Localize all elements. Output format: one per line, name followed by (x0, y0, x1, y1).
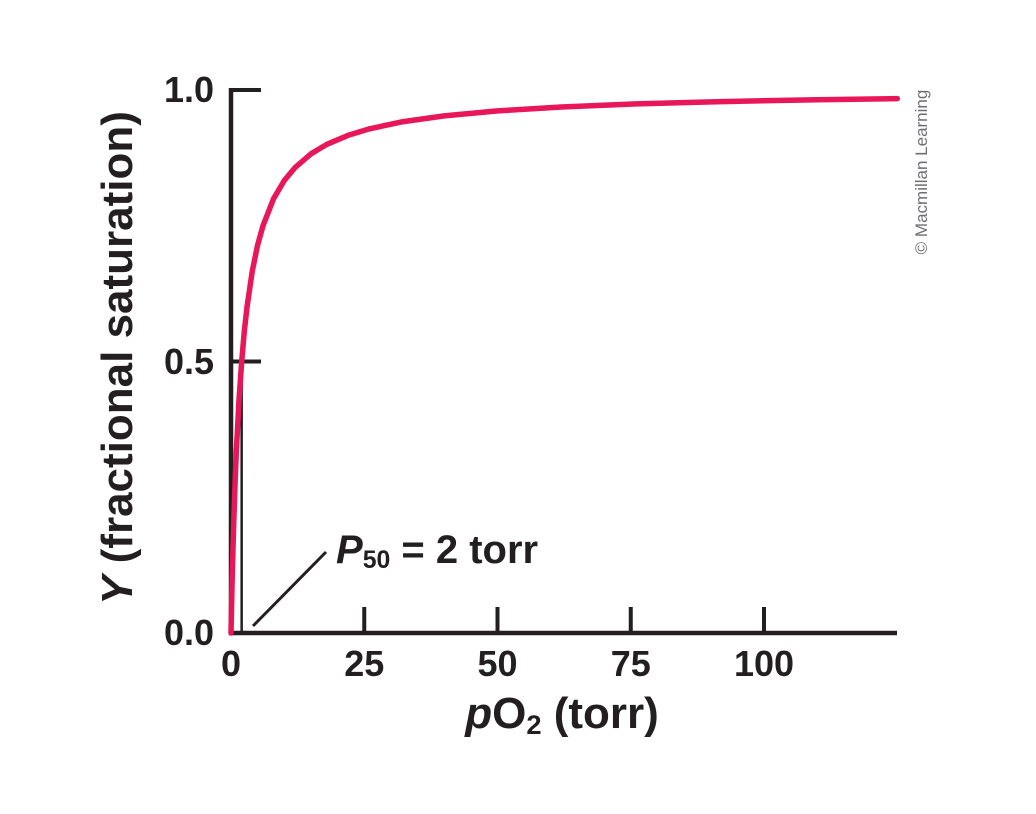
y-axis-title-variable: Y (93, 575, 142, 605)
x-tick-label: 0 (220, 643, 242, 684)
x-tick-label: 25 (344, 643, 385, 684)
x-tick-label: 50 (477, 643, 518, 684)
y-tick-label: 0.5 (163, 340, 214, 382)
x-axis-title-subscript: 2 (526, 709, 542, 740)
oxygen-binding-curve (228, 95, 901, 636)
x-axis-title-variable: p (465, 689, 493, 738)
y-axis-title-text: (fractional saturation) (93, 111, 142, 576)
x-axis-title: pO2 (torr) (465, 689, 659, 740)
p50-symbol: P (336, 528, 363, 572)
y-axis-title: Y (fractional saturation) (93, 111, 143, 605)
y-tick-label: 1.0 (163, 69, 214, 110)
p50-value: = 2 torr (390, 528, 539, 572)
x-tick-label: 75 (610, 643, 651, 684)
p50-annotation: P50 = 2 torr (336, 528, 539, 575)
x-axis-title-symbol: O (492, 689, 527, 738)
y-tick-label: 0.0 (163, 612, 214, 653)
p50-subscript: 50 (362, 547, 391, 575)
p50-pointer-line (251, 550, 328, 628)
copyright-credit: © Macmillan Learning (912, 89, 931, 255)
x-axis-title-unit: (torr) (541, 689, 659, 738)
x-tick-label: 100 (733, 643, 795, 684)
